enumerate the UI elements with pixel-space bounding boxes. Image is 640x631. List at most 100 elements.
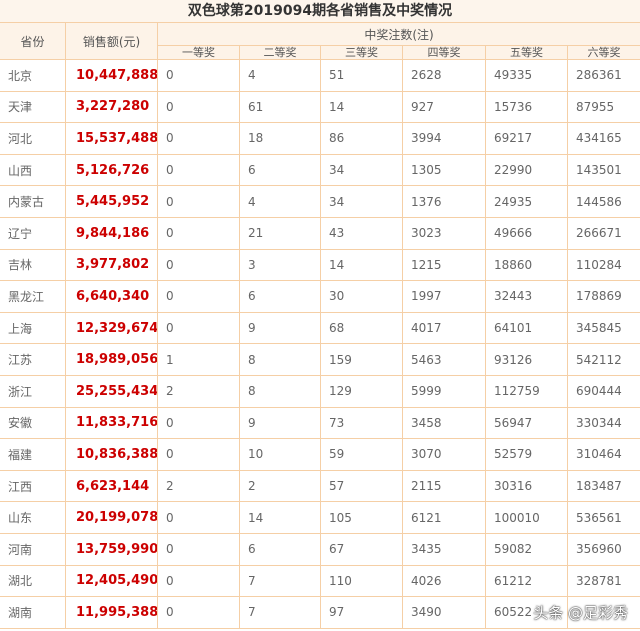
cell-prize-6: 110284 — [566, 248, 640, 282]
cell-province: 湖南 — [0, 596, 66, 629]
cell-prize-4: 3994 — [402, 122, 486, 155]
cell-prize-5: 59082 — [485, 532, 568, 566]
cell-prize-2: 8 — [239, 343, 321, 376]
cell-prize-4: 1215 — [402, 248, 486, 282]
cell-sales: 6,640,340 — [65, 280, 158, 313]
cell-prize-5: 61212 — [485, 564, 568, 598]
cell-province: 河南 — [0, 532, 66, 566]
cell-prize-2: 9 — [239, 311, 321, 345]
cell-prize-3: 34 — [320, 153, 403, 187]
cell-province: 山东 — [0, 501, 66, 534]
cell-prize-5: 69217 — [485, 122, 568, 155]
cell-prize-3: 57 — [320, 469, 403, 503]
cell-prize-6: 542112 — [566, 343, 640, 376]
cell-prize-2: 3 — [239, 248, 321, 282]
table-row: 河北 15,537,488 0 18 86 3994 69217 434165 — [0, 122, 640, 155]
table-row: 湖南 11,995,388 0 7 97 3490 60522 — [0, 596, 640, 629]
cell-prize-6: 356960 — [566, 532, 640, 566]
cell-prize-6: 178869 — [566, 280, 640, 313]
header-prize: 五等奖 — [485, 45, 568, 60]
cell-province: 河北 — [0, 122, 66, 155]
cell-prize-2: 21 — [239, 216, 321, 250]
header-prize: 四等奖 — [402, 45, 486, 60]
cell-prize-4: 5999 — [402, 374, 486, 408]
cell-sales: 5,126,726 — [65, 153, 158, 187]
cell-prize-3: 159 — [320, 343, 403, 376]
cell-prize-4: 1376 — [402, 185, 486, 218]
cell-prize-4: 4017 — [402, 311, 486, 345]
cell-prize-6: 434165 — [566, 122, 640, 155]
cell-sales: 9,844,186 — [65, 216, 158, 250]
cell-sales: 12,405,490 — [65, 564, 158, 598]
cell-prize-4: 2115 — [402, 469, 486, 503]
cell-sales: 3,227,280 — [65, 90, 158, 124]
cell-prize-4: 3435 — [402, 532, 486, 566]
cell-sales: 18,989,056 — [65, 343, 158, 376]
cell-prize-3: 105 — [320, 501, 403, 534]
cell-prize-5: 18860 — [485, 248, 568, 282]
cell-prize-2: 18 — [239, 122, 321, 155]
cell-sales: 3,977,802 — [65, 248, 158, 282]
cell-sales: 12,329,674 — [65, 311, 158, 345]
cell-prize-5: 93126 — [485, 343, 568, 376]
table-row: 福建 10,836,388 0 10 59 3070 52579 310464 — [0, 438, 640, 471]
cell-prize-2: 9 — [239, 406, 321, 440]
cell-prize-1: 0 — [157, 90, 240, 124]
cell-sales: 11,833,716 — [65, 406, 158, 440]
table-row: 山西 5,126,726 0 6 34 1305 22990 143501 — [0, 153, 640, 187]
cell-prize-3: 14 — [320, 248, 403, 282]
cell-prize-5: 60522 — [485, 596, 568, 629]
cell-province: 天津 — [0, 90, 66, 124]
cell-prize-6: 328781 — [566, 564, 640, 598]
cell-prize-1: 0 — [157, 564, 240, 598]
cell-prize-6: 266671 — [566, 216, 640, 250]
cell-prize-2: 10 — [239, 438, 321, 471]
cell-prize-6: 143501 — [566, 153, 640, 187]
cell-province: 江苏 — [0, 343, 66, 376]
cell-prize-4: 4026 — [402, 564, 486, 598]
cell-prize-4: 6121 — [402, 501, 486, 534]
table-row: 北京 10,447,888 0 4 51 2628 49335 286361 — [0, 59, 640, 92]
cell-prize-6: 345845 — [566, 311, 640, 345]
cell-sales: 20,199,078 — [65, 501, 158, 534]
watermark: 头条 @足彩秀 — [533, 604, 628, 622]
cell-prize-1: 0 — [157, 501, 240, 534]
cell-prize-3: 30 — [320, 280, 403, 313]
cell-prize-1: 0 — [157, 438, 240, 471]
cell-prize-2: 4 — [239, 185, 321, 218]
cell-province: 黑龙江 — [0, 280, 66, 313]
cell-province: 安徽 — [0, 406, 66, 440]
cell-prize-2: 6 — [239, 532, 321, 566]
table-row: 安徽 11,833,716 0 9 73 3458 56947 330344 — [0, 406, 640, 440]
cell-sales: 11,995,388 — [65, 596, 158, 629]
cell-province: 浙江 — [0, 374, 66, 408]
cell-prize-4: 5463 — [402, 343, 486, 376]
cell-prize-5: 32443 — [485, 280, 568, 313]
cell-prize-5: 24935 — [485, 185, 568, 218]
cell-prize-3: 110 — [320, 564, 403, 598]
cell-prize-3: 73 — [320, 406, 403, 440]
cell-prize-5: 100010 — [485, 501, 568, 534]
cell-prize-5: 22990 — [485, 153, 568, 187]
table-row: 河南 13,759,990 0 6 67 3435 59082 356960 — [0, 532, 640, 566]
cell-prize-5: 49335 — [485, 59, 568, 92]
cell-prize-4: 2628 — [402, 59, 486, 92]
cell-prize-5: 30316 — [485, 469, 568, 503]
cell-prize-6: 144586 — [566, 185, 640, 218]
cell-prize-6: 87955 — [566, 90, 640, 124]
cell-sales: 6,623,144 — [65, 469, 158, 503]
header-wins: 中奖注数(注) — [156, 22, 640, 46]
cell-prize-3: 51 — [320, 59, 403, 92]
cell-prize-3: 97 — [320, 596, 403, 629]
cell-prize-1: 0 — [157, 532, 240, 566]
cell-prize-5: 52579 — [485, 438, 568, 471]
cell-prize-3: 34 — [320, 185, 403, 218]
cell-sales: 15,537,488 — [65, 122, 158, 155]
table-row: 江西 6,623,144 2 2 57 2115 30316 183487 — [0, 469, 640, 503]
header-prize: 六等奖 — [566, 45, 640, 60]
cell-prize-4: 3490 — [402, 596, 486, 629]
cell-prize-5: 56947 — [485, 406, 568, 440]
cell-prize-3: 129 — [320, 374, 403, 408]
cell-sales: 10,447,888 — [65, 59, 158, 92]
cell-prize-1: 0 — [157, 248, 240, 282]
